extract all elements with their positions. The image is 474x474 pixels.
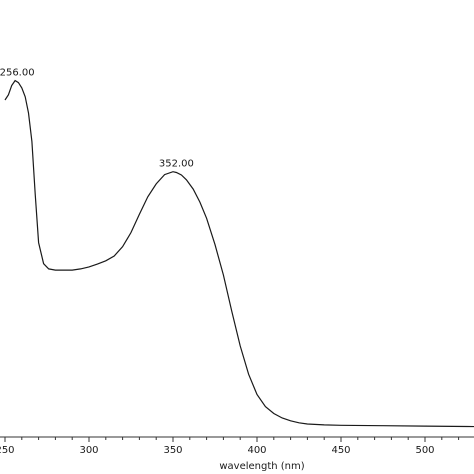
x-tick-label: 250: [0, 445, 15, 456]
x-tick-labels: 250 300 350 400 450 500: [0, 445, 435, 456]
x-axis-label: wavelength (nm): [219, 461, 304, 472]
spectrum-line: [4, 79, 474, 428]
peak-label-352: 352.00: [159, 159, 194, 170]
x-tick-label: 300: [79, 445, 98, 456]
x-tick-label: 350: [163, 445, 182, 456]
x-tick-label: 500: [415, 445, 434, 456]
x-axis-ticks: [4, 437, 460, 442]
x-tick-label: 400: [247, 445, 266, 456]
x-tick-label: 450: [331, 445, 350, 456]
peak-label-256: 256.00: [0, 68, 35, 79]
